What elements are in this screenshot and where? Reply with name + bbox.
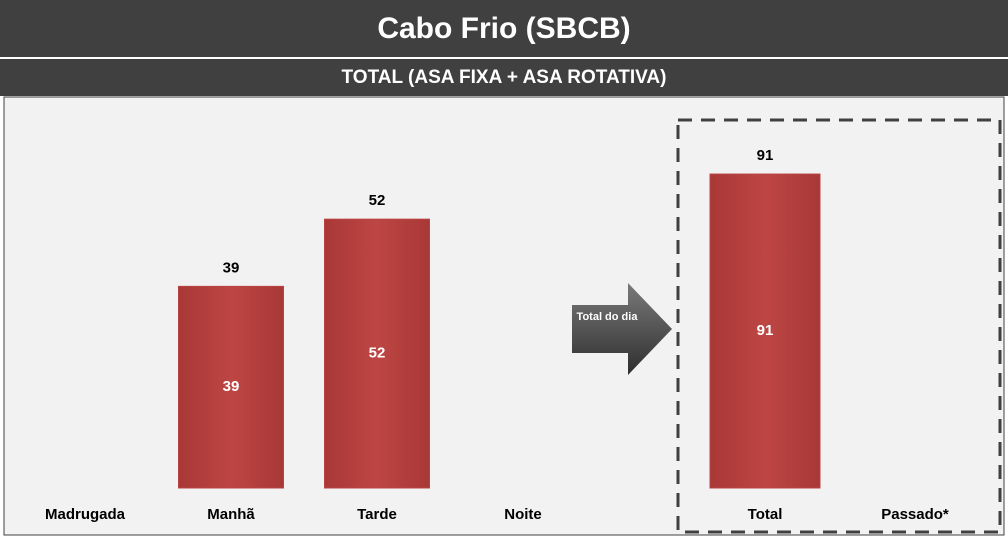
arrow-label: Total do dia bbox=[576, 311, 638, 323]
x-tick-label: Madrugada bbox=[45, 506, 126, 523]
value-label-inside: 39 bbox=[223, 378, 240, 395]
value-label: 52 bbox=[369, 192, 386, 209]
total-box bbox=[676, 118, 1002, 534]
bar bbox=[709, 173, 821, 489]
x-tick-label: Noite bbox=[504, 506, 542, 523]
value-label: 91 bbox=[757, 147, 774, 164]
x-tick-label: Tarde bbox=[357, 506, 397, 523]
subtitle-bar bbox=[0, 59, 1008, 96]
title-bar bbox=[0, 0, 1008, 57]
value-label-inside: 91 bbox=[757, 322, 774, 339]
value-label-inside: 52 bbox=[369, 345, 386, 362]
bar bbox=[324, 218, 430, 489]
title: Cabo Frio (SBCB) bbox=[377, 12, 630, 45]
subtitle: TOTAL (ASA FIXA + ASA ROTATIVA) bbox=[342, 67, 667, 88]
x-tick-label: Total bbox=[748, 506, 783, 523]
x-tick-label: Manhã bbox=[207, 506, 255, 523]
x-tick-label: Passado* bbox=[881, 506, 949, 523]
arrow bbox=[572, 283, 672, 375]
panel bbox=[3, 96, 1005, 536]
value-label: 39 bbox=[223, 259, 240, 276]
bar bbox=[178, 285, 284, 489]
